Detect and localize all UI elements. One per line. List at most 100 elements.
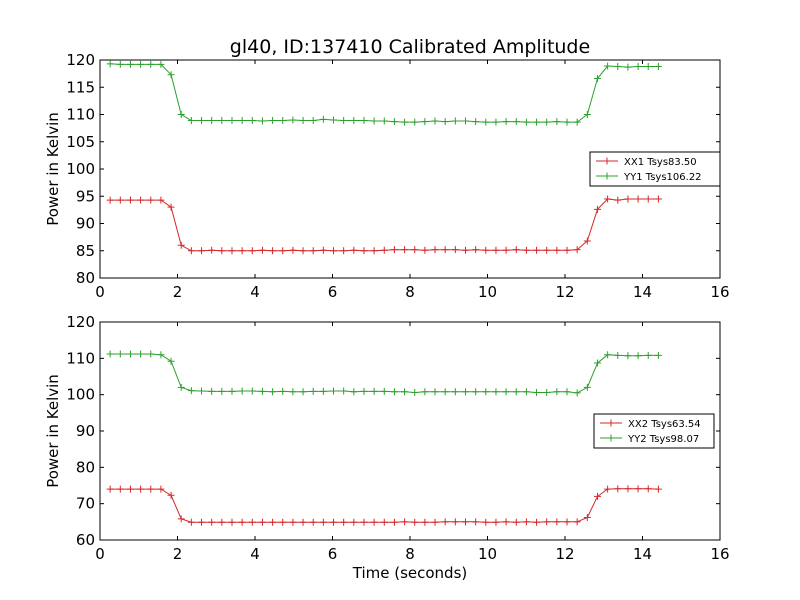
data-point [472,518,480,526]
data-point [390,246,398,254]
data-point [177,383,185,391]
data-point [167,203,175,211]
x-axis-label: Time (seconds) [352,564,468,582]
data-point [502,246,510,254]
series-1 [106,60,662,126]
x-tick-label: 6 [328,545,338,563]
data-point [248,518,256,526]
data-point [238,387,246,395]
data-point [654,195,662,203]
data-point [360,518,368,526]
data-point [522,388,530,396]
data-point [390,518,398,526]
data-point [137,60,145,68]
x-tick-label: 0 [95,283,105,301]
data-point [492,246,500,254]
data-point [401,246,409,254]
data-point [451,518,459,526]
y-tick-label: 120 [66,51,95,69]
data-point [583,237,591,245]
data-point [492,518,500,526]
data-point [218,387,226,395]
x-tick-label: 12 [555,283,574,301]
data-point [289,116,297,124]
data-point [380,387,388,395]
legend-marker [607,419,615,427]
data-point [258,518,266,526]
data-point [167,491,175,499]
data-point [482,118,490,126]
x-tick-label: 12 [555,545,574,563]
data-point [319,246,327,254]
data-point [370,518,378,526]
series-0 [106,485,662,526]
data-point [604,62,612,70]
legend: XX2 Tsys63.54 YY2 Tsys98.07 [593,413,715,449]
data-point [208,518,216,526]
data-point [401,118,409,126]
y-tick-label: 105 [66,133,95,151]
legend-marker [603,172,611,180]
data-point [624,485,632,493]
data-point [421,118,429,126]
data-point [634,195,642,203]
data-point [624,63,632,71]
data-point [461,518,469,526]
y-tick-label: 60 [76,531,95,549]
data-point [279,387,287,395]
data-point [461,388,469,396]
data-point [330,387,338,395]
x-tick-label: 4 [250,283,260,301]
data-point [289,246,297,254]
data-point [583,383,591,391]
x-tick-label: 2 [173,545,183,563]
data-point [137,485,145,493]
data-point [147,350,155,358]
data-point [431,518,439,526]
data-point [218,116,226,124]
data-point [380,246,388,254]
data-point [522,518,530,526]
data-point [441,388,449,396]
data-point [258,117,266,125]
y-tick-label: 95 [76,187,95,205]
data-point [512,388,520,396]
data-point [279,247,287,255]
data-point [208,246,216,254]
data-point [411,518,419,526]
y-tick-label: 90 [76,422,95,440]
data-point [248,116,256,124]
data-point [238,116,246,124]
data-point [502,118,510,126]
data-point [218,518,226,526]
legend-marker [607,434,615,442]
data-point [350,388,358,396]
y-tick-label: 90 [76,215,95,233]
data-point [116,350,124,358]
data-point [198,518,206,526]
data-point [228,387,236,395]
legend-box [593,413,715,449]
data-point [451,388,459,396]
series-0 [106,195,662,255]
legend-label: YY2 Tsys98.07 [627,434,699,445]
data-point [502,518,510,526]
data-point [604,485,612,493]
data-point [238,247,246,255]
data-point [634,63,642,71]
data-point [177,111,185,118]
data-point [299,116,307,124]
data-point [573,118,581,126]
legend-marker [603,157,611,165]
x-tick-label: 8 [405,545,415,563]
legend-label: XX2 Tsys63.54 [628,419,701,430]
data-point [137,350,145,358]
data-point [502,388,510,396]
data-point [198,116,206,124]
data-point [340,387,348,395]
data-point [279,116,287,124]
data-point [654,485,662,493]
data-point [512,118,520,126]
data-point [106,485,114,493]
